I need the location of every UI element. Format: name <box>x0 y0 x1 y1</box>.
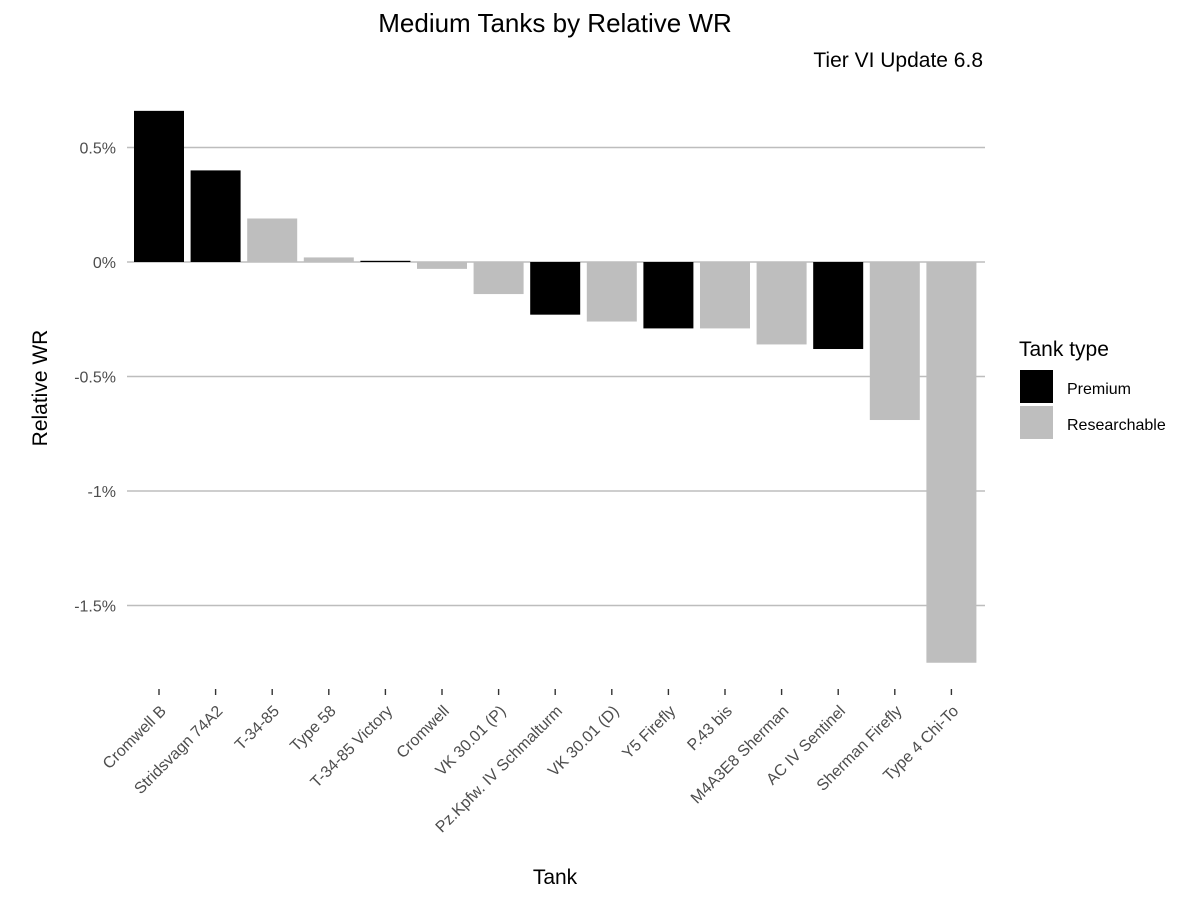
bar <box>869 262 920 421</box>
y-tick-label: 0.5% <box>80 141 116 158</box>
x-tick-label: T-34-85 <box>232 703 283 754</box>
bar <box>643 262 694 329</box>
bar <box>926 262 977 663</box>
y-tick-label: 0% <box>93 255 116 272</box>
x-tick-label: Type 58 <box>287 703 339 755</box>
legend: Tank type Premium Researchable <box>1019 338 1166 439</box>
x-tick-label: M4A3E8 Sherman <box>688 703 792 807</box>
bar <box>303 257 354 262</box>
bar <box>190 170 241 262</box>
legend-swatch-researchable <box>1020 406 1053 439</box>
y-axis-ticks: 0.5% 0% -0.5% -1% -1.5% <box>74 141 116 616</box>
gridlines <box>127 146 985 607</box>
bar <box>756 262 807 345</box>
bar <box>247 218 298 262</box>
bar <box>360 260 411 262</box>
bar <box>813 262 864 350</box>
legend-label-researchable: Researchable <box>1067 417 1166 434</box>
bar <box>417 262 467 269</box>
legend-label-premium: Premium <box>1067 381 1131 398</box>
x-tick-label: P.43 bis <box>684 703 735 754</box>
x-tick-label: Y5 Firefly <box>619 703 679 763</box>
chart-title: Medium Tanks by Relative WR <box>378 8 732 38</box>
bar <box>530 262 581 315</box>
y-tick-label: -1.5% <box>74 599 116 616</box>
x-tick-label: Cromwell <box>394 703 453 762</box>
y-tick-label: -1% <box>88 484 116 501</box>
bars <box>134 110 977 663</box>
x-axis-title: Tank <box>533 866 578 889</box>
y-axis-title: Relative WR <box>29 330 52 447</box>
legend-title: Tank type <box>1019 338 1109 361</box>
bar <box>586 262 637 322</box>
chart-subtitle: Tier VI Update 6.8 <box>813 49 983 72</box>
y-tick-label: -0.5% <box>74 370 116 387</box>
bar <box>700 262 750 329</box>
legend-swatch-premium <box>1020 370 1053 403</box>
bar <box>134 110 184 262</box>
bar <box>473 262 524 295</box>
